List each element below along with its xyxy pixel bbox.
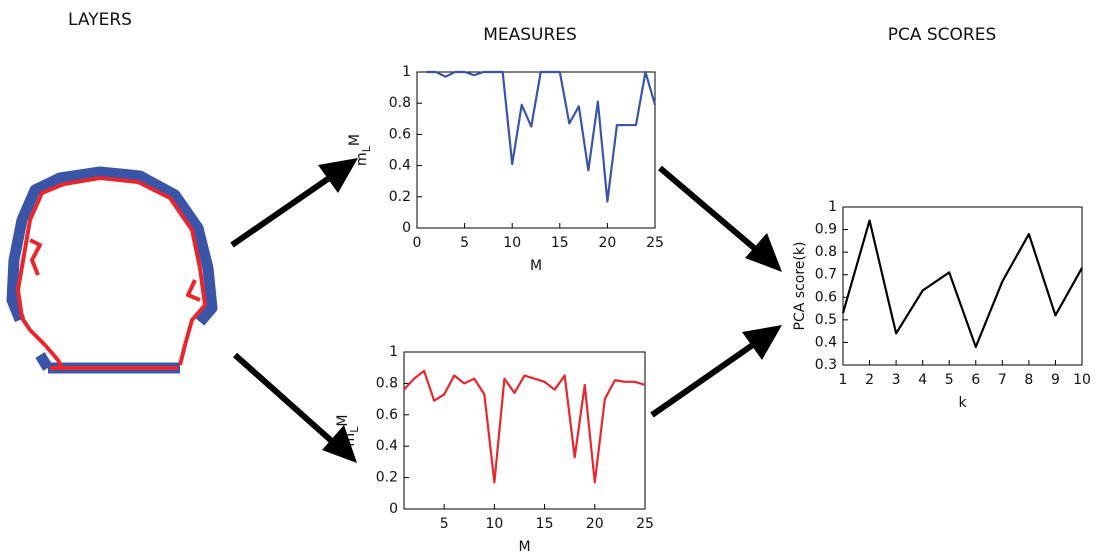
x-tick-label: 3: [892, 372, 901, 388]
y-axis-label: PCA score(k): [792, 242, 808, 331]
x-tick-label: 20: [598, 235, 616, 251]
data-line: [426, 70, 657, 203]
data-line: [841, 219, 1083, 349]
x-tick-label: 8: [1024, 372, 1033, 388]
x-tick-label: 10: [1073, 372, 1091, 388]
y-tick-label: 0.4: [376, 438, 398, 454]
y-tick-label: 0.6: [376, 407, 398, 423]
x-tick-label: 0: [413, 235, 422, 251]
x-axis-label: M: [518, 539, 530, 555]
y-tick-label: 0.2: [376, 470, 398, 486]
plot-frame: [403, 351, 646, 510]
y-tick-label: 1: [828, 199, 837, 215]
header: LAYERS: [68, 10, 132, 30]
header: MEASURES: [483, 25, 577, 45]
y-tick-label: 0.4: [815, 334, 837, 350]
x-tick-label: 5: [440, 516, 449, 532]
y-tick-label: 1: [389, 344, 398, 360]
plot-frame: [416, 71, 656, 229]
y-tick-label: 0.2: [389, 189, 411, 205]
x-tick-label: 6: [971, 372, 980, 388]
y-tick-label: 0: [402, 220, 411, 236]
y-tick-label: 0.3: [815, 357, 837, 373]
x-tick-label: 2: [865, 372, 874, 388]
y-axis-label-sub: L: [348, 426, 361, 433]
x-tick-label: 15: [536, 516, 554, 532]
x-tick-label: 15: [551, 235, 569, 251]
y-tick-label: 0.8: [389, 95, 411, 111]
x-tick-label: 4: [918, 372, 927, 388]
x-tick-label: 20: [586, 516, 604, 532]
y-axis-label-sub: L: [360, 145, 373, 152]
y-tick-label: 0.4: [389, 158, 411, 174]
x-tick-label: 5: [460, 235, 469, 251]
y-axis-label-sup: M: [347, 134, 363, 146]
y-tick-label: 0.7: [815, 267, 837, 283]
y-tick-label: 0.6: [815, 289, 837, 305]
arrows: [230, 158, 782, 463]
plot-frame: [842, 206, 1083, 366]
y-tick-label: 0.5: [815, 312, 837, 328]
x-axis-label: M: [530, 258, 542, 274]
y-tick-label: 0.6: [389, 126, 411, 142]
y-tick-label: 0.8: [815, 244, 837, 260]
x-tick-label: 9: [1051, 372, 1060, 388]
x-tick-label: 7: [998, 372, 1007, 388]
x-tick-label: 10: [503, 235, 521, 251]
x-tick-label: 25: [636, 516, 654, 532]
y-axis-label-base: m: [354, 152, 370, 166]
y-tick-label: 0.9: [815, 222, 837, 238]
header: PCA SCORES: [888, 25, 997, 45]
y-tick-label: 0.8: [376, 375, 398, 391]
y-tick-label: 1: [402, 64, 411, 80]
x-tick-label: 25: [646, 235, 664, 251]
y-axis-label-base: m: [342, 433, 358, 447]
y-axis-label: mLM: [335, 415, 361, 447]
data-line: [403, 369, 646, 484]
y-tick-label: 0: [389, 501, 398, 517]
x-axis-label: k: [958, 395, 967, 411]
x-tick-label: 1: [839, 372, 848, 388]
x-tick-label: 5: [945, 372, 954, 388]
layers-drawing: [6, 166, 218, 374]
x-tick-label: 10: [485, 516, 503, 532]
y-axis-label-base: PCA score(k): [792, 242, 808, 331]
y-axis-label: mLM: [347, 134, 373, 166]
y-axis-label-sup: M: [335, 415, 351, 427]
